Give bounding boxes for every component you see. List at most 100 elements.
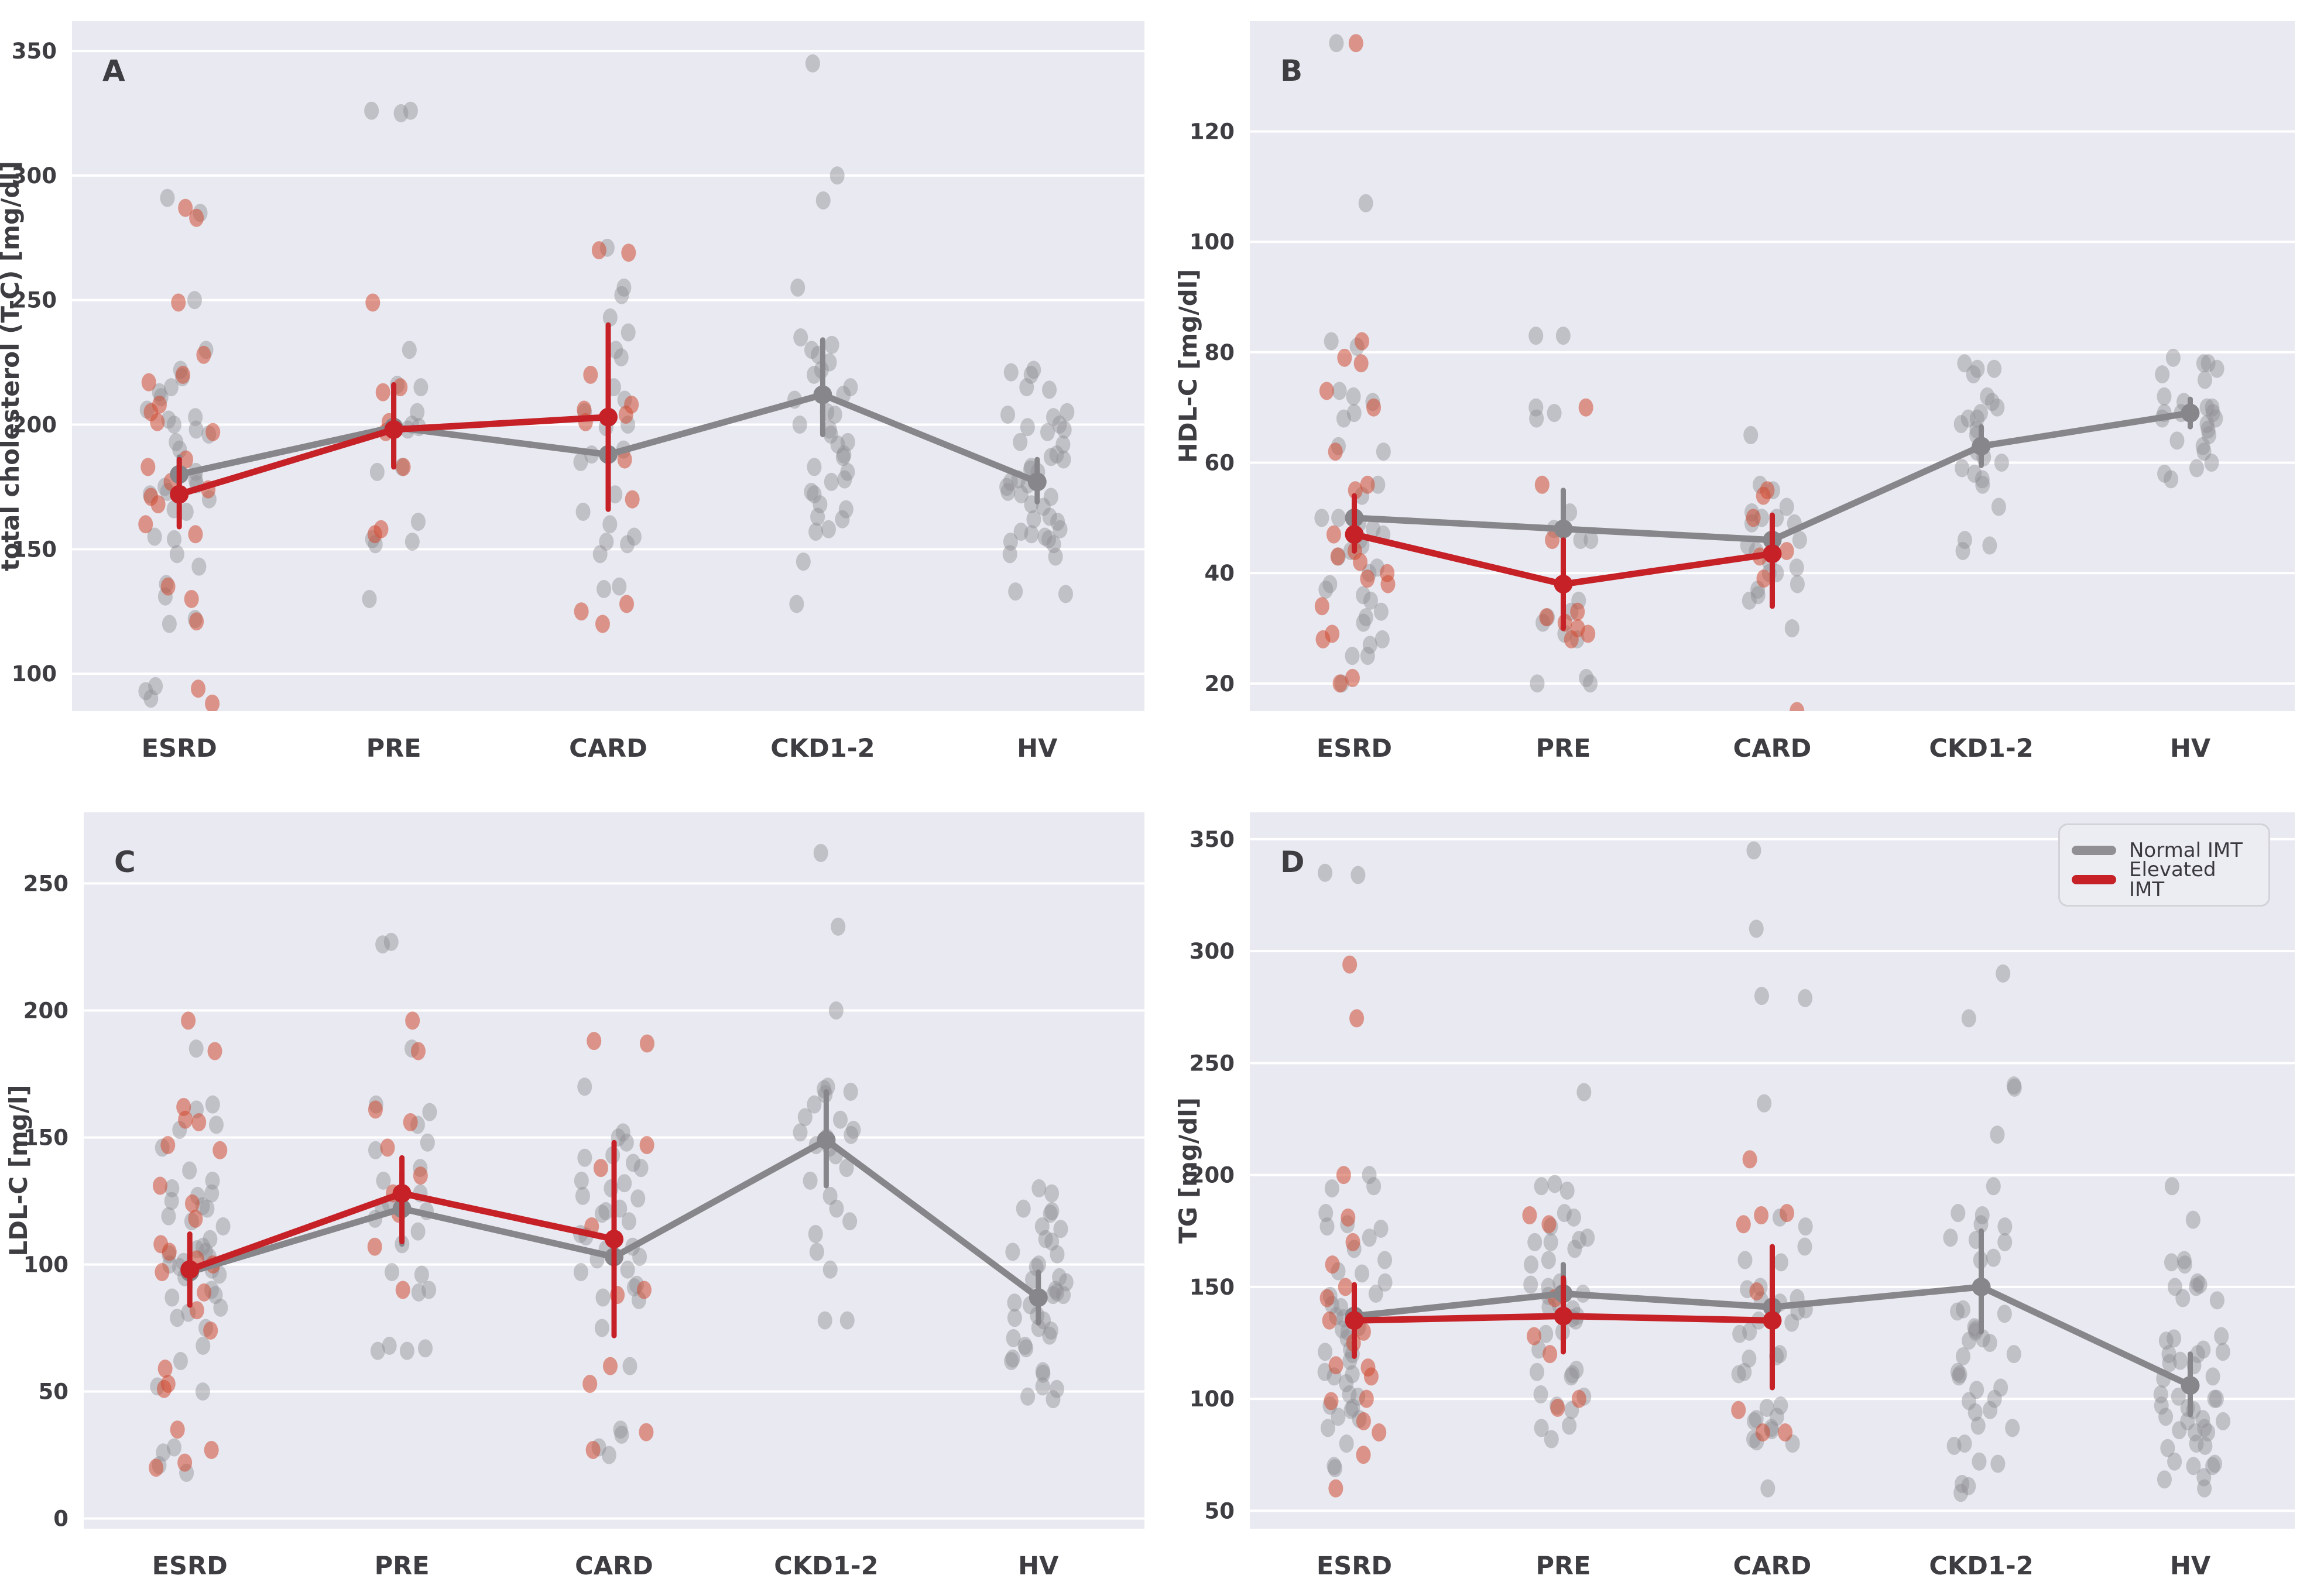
- data-point-normal: [393, 104, 409, 122]
- data-point-elevated: [1778, 1423, 1793, 1442]
- data-point-normal: [1042, 507, 1057, 526]
- data-point-normal: [188, 420, 204, 439]
- y-tick-label: 100: [1190, 229, 1235, 255]
- data-point-elevated: [1578, 398, 1593, 417]
- data-point-normal: [809, 1243, 824, 1261]
- y-tick-label: 40: [1205, 561, 1235, 586]
- data-point-normal: [1044, 1233, 1060, 1251]
- data-point-normal: [1969, 409, 1984, 428]
- data-point-elevated: [141, 373, 156, 392]
- data-point-elevated: [1338, 1278, 1353, 1296]
- data-point-normal: [1557, 1204, 1572, 1223]
- data-point-normal: [2160, 1439, 2175, 1457]
- data-point-normal: [1797, 1237, 1812, 1256]
- panel-C-chart: 0 50 100 150 200 250 LDL-C [mg/l] ESRD PRE CARD CK…: [4, 812, 1144, 1581]
- data-point-normal: [1358, 194, 1373, 212]
- data-point-normal: [163, 378, 179, 397]
- data-point-elevated: [403, 1113, 418, 1132]
- x-tick-label: HV: [1017, 734, 1058, 763]
- data-point-normal: [1529, 1362, 1544, 1381]
- y-axis-title: HDL-C [mg/dl]: [1174, 269, 1202, 464]
- panel-B: 20 40 60 80 100 120 HDL-C [mg/dl] ESRD PRE CARD CK…: [1150, 0, 2300, 798]
- data-point-normal: [2167, 1329, 2182, 1348]
- y-tick-label: 350: [1190, 827, 1235, 852]
- data-point-normal: [156, 1443, 171, 1462]
- data-point-normal: [1961, 1392, 1976, 1410]
- data-point-elevated: [171, 293, 186, 312]
- data-point-normal: [1318, 1343, 1333, 1361]
- data-point-elevated: [405, 1011, 420, 1030]
- data-point-elevated: [1359, 1389, 1374, 1408]
- data-point-normal: [1314, 509, 1329, 527]
- data-point-normal: [2202, 425, 2217, 444]
- data-point-normal: [1749, 1410, 1764, 1429]
- x-tick-label: ESRD: [1317, 1552, 1392, 1581]
- data-point-normal: [1961, 1477, 1976, 1495]
- panel-letter: A: [102, 54, 125, 88]
- data-point-normal: [1342, 1385, 1357, 1403]
- data-point-normal: [793, 328, 808, 347]
- data-point-normal: [1773, 1253, 1788, 1272]
- scatter-points-elevated: [138, 198, 640, 711]
- data-point-elevated: [1581, 624, 1596, 643]
- data-point-normal: [840, 433, 855, 451]
- data-point-normal: [1023, 365, 1038, 384]
- data-point-normal: [1366, 520, 1381, 538]
- data-point-normal: [1350, 866, 1366, 884]
- data-point-normal: [2196, 442, 2212, 461]
- data-point-normal: [838, 500, 853, 519]
- elevated-series: [1345, 1244, 1782, 1391]
- data-point-normal: [2172, 1351, 2188, 1370]
- elevated-mean-marker: [605, 1230, 623, 1249]
- data-point-normal: [617, 1174, 632, 1193]
- data-point-normal: [1332, 382, 1347, 400]
- data-point-normal: [594, 1204, 609, 1223]
- data-point-normal: [1579, 668, 1594, 687]
- data-point-normal: [1975, 1329, 1990, 1348]
- data-point-elevated: [150, 413, 165, 431]
- data-point-normal: [1975, 475, 1990, 494]
- data-point-normal: [614, 1425, 629, 1444]
- data-point-normal: [839, 1159, 854, 1178]
- y-tick-label: 200: [12, 412, 57, 437]
- data-point-normal: [2190, 1273, 2205, 1292]
- data-point-elevated: [367, 525, 382, 544]
- data-point-normal: [160, 188, 175, 207]
- data-point-elevated: [191, 1113, 207, 1132]
- data-point-normal: [1048, 1281, 1063, 1299]
- data-point-normal: [844, 1125, 859, 1144]
- data-point-normal: [1953, 1484, 1969, 1502]
- data-point-normal: [1377, 1273, 1393, 1292]
- data-point-elevated: [1754, 1206, 1769, 1224]
- y-axis-title: LDL-C [mg/l]: [4, 1084, 33, 1256]
- data-point-normal: [1957, 354, 1972, 373]
- y-tick-label: 100: [1190, 1386, 1235, 1412]
- data-point-elevated: [1545, 531, 1560, 550]
- data-point-normal: [1043, 488, 1058, 506]
- data-point-normal: [1343, 1401, 1359, 1419]
- data-point-normal: [1562, 503, 1578, 521]
- data-point-normal: [1034, 1217, 1050, 1235]
- data-point-normal: [1042, 380, 1057, 399]
- data-point-normal: [2189, 1434, 2204, 1453]
- scatter-layer: [149, 843, 1074, 1482]
- normal-mean-marker: [813, 385, 832, 404]
- data-point-normal: [2167, 1278, 2182, 1296]
- data-point-normal: [792, 416, 807, 434]
- x-tick-label: HV: [2170, 1552, 2211, 1581]
- data-point-elevated: [602, 1357, 618, 1375]
- data-point-elevated: [1543, 1345, 1558, 1364]
- data-point-elevated: [197, 1283, 212, 1302]
- data-point-elevated: [188, 525, 203, 544]
- data-point-normal: [1035, 1362, 1050, 1381]
- data-point-normal: [1986, 1177, 2001, 1196]
- data-point-normal: [1583, 531, 1599, 550]
- data-point-normal: [1564, 1367, 1579, 1386]
- data-point-normal: [1993, 1378, 2008, 1397]
- data-point-normal: [2157, 464, 2172, 483]
- data-point-normal: [835, 510, 850, 528]
- data-point-normal: [1996, 964, 2011, 983]
- data-point-normal: [1759, 1398, 1774, 1417]
- data-point-normal: [205, 1095, 220, 1114]
- data-point-normal: [1026, 361, 1041, 379]
